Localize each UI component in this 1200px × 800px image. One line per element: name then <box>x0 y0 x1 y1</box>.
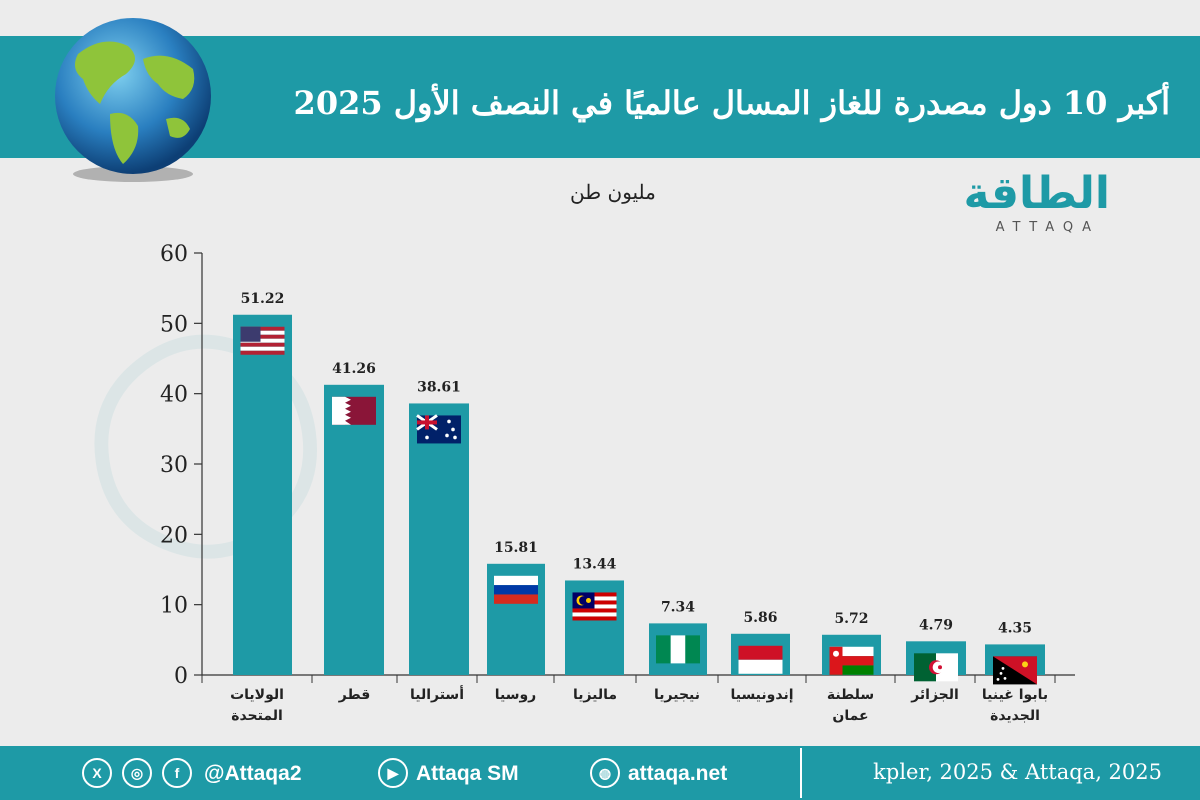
data-label: 4.35 <box>998 620 1032 636</box>
us-flag <box>240 326 285 355</box>
facebook-icon[interactable]: f <box>162 758 192 788</box>
website-link[interactable]: attaqa.net <box>628 762 728 785</box>
social-handle[interactable]: @Attaqa2 <box>204 762 302 785</box>
x-tick-label: ماليزيا <box>573 687 617 703</box>
x-tick-label: المتحدة <box>231 708 283 724</box>
data-label: 4.79 <box>919 617 953 633</box>
nigeria-flag <box>656 635 700 664</box>
x-tick-label: الولايات <box>230 687 284 703</box>
y-tick-label: 30 <box>160 453 188 478</box>
png-flag <box>993 656 1037 685</box>
x-tick-label: أستراليا <box>410 685 464 703</box>
unit-label: مليون طن <box>570 180 656 204</box>
y-tick-label: 0 <box>174 664 188 689</box>
data-label: 51.22 <box>241 291 285 307</box>
attaqa-logo-text: ATTAQA <box>995 220 1100 235</box>
qatar-flag <box>332 396 376 425</box>
algeria-flag <box>914 653 958 682</box>
x-tick-label: الجديدة <box>990 708 1040 724</box>
footer-divider <box>800 748 802 798</box>
oman-flag <box>829 646 874 675</box>
data-label: 41.26 <box>332 361 376 377</box>
russia-flag <box>494 575 538 604</box>
instagram-icon[interactable]: ◎ <box>122 758 152 788</box>
data-label: 38.61 <box>417 379 461 395</box>
web-icon[interactable]: ◍ <box>590 758 620 788</box>
youtube-icon[interactable]: ▶ <box>378 758 408 788</box>
x-tick-label: بابوا غينيا <box>982 687 1048 703</box>
y-tick-label: 10 <box>160 594 188 619</box>
x-tick-label: إندونيسيا <box>730 687 793 703</box>
x-tick-label: قطر <box>338 687 371 703</box>
attaqa-logo: الطاقة <box>963 168 1110 219</box>
x-tick-label: عمان <box>832 708 868 724</box>
y-tick-label: 20 <box>160 523 188 548</box>
y-tick-label: 60 <box>160 242 188 267</box>
x-tick-label: روسيا <box>495 687 537 703</box>
x-tick-label: سلطنة <box>827 687 874 703</box>
data-label: 7.34 <box>661 599 695 615</box>
y-tick-label: 50 <box>160 312 188 337</box>
data-label: 15.81 <box>494 540 538 556</box>
indonesia-flag <box>738 645 783 674</box>
y-tick-label: 40 <box>160 383 188 408</box>
x-tick-label: نيجيريا <box>654 687 700 703</box>
bar <box>409 403 469 675</box>
bar <box>324 384 384 675</box>
source-note: kpler, 2025 & Attaqa, 2025 <box>873 760 1162 784</box>
globe-icon <box>55 18 211 182</box>
malaysia-flag <box>572 592 617 621</box>
australia-flag <box>416 414 461 444</box>
data-label: 5.86 <box>743 610 777 626</box>
x-tick-label: الجزائر <box>910 687 959 703</box>
data-label: 13.44 <box>573 556 617 572</box>
chart-title: أكبر 10 دول مصدرة للغاز المسال عالميًا ف… <box>293 84 1170 122</box>
x-icon[interactable]: X <box>82 758 112 788</box>
youtube-channel[interactable]: Attaqa SM <box>416 762 519 785</box>
bar <box>233 314 292 675</box>
data-label: 5.72 <box>834 611 868 627</box>
